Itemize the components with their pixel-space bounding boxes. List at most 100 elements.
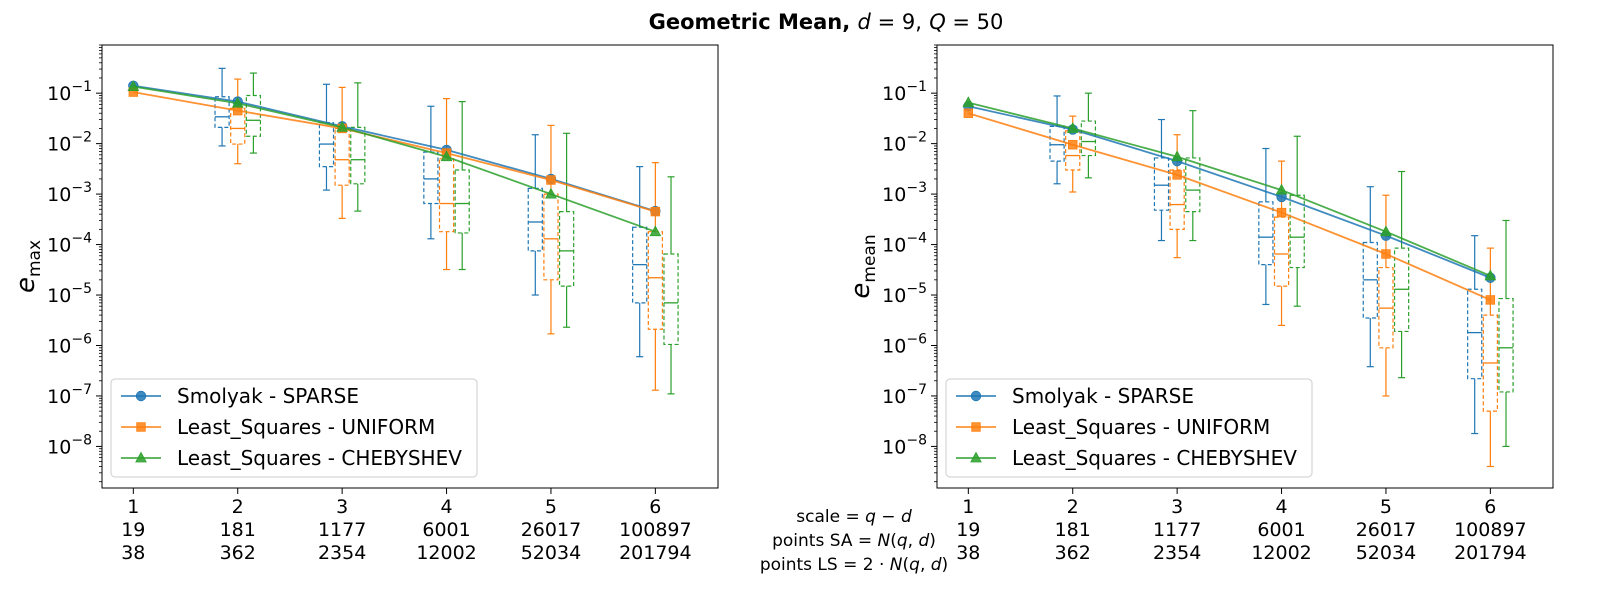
panel-emax: 10−810−710−610−510−410−310−210−111938218… bbox=[11, 44, 719, 564]
boxplot bbox=[318, 83, 335, 191]
boxplot bbox=[1258, 147, 1274, 306]
y-tick-label: 10−1 bbox=[882, 79, 927, 105]
x-tick-label-points-sa: 181 bbox=[1055, 519, 1091, 541]
x-tick-label-points-sa: 181 bbox=[220, 519, 256, 541]
box-iqr bbox=[350, 126, 366, 185]
series-line bbox=[968, 112, 1491, 301]
data-point bbox=[545, 187, 557, 199]
y-tick-exponent: −5 bbox=[906, 281, 927, 297]
x-tick-label-points-sa: 26017 bbox=[521, 519, 581, 541]
boxplot bbox=[214, 67, 230, 147]
x-tick-label-points-sa: 26017 bbox=[1356, 519, 1416, 541]
title-val-d: = 9, bbox=[871, 10, 922, 34]
y-tick-exponent: −8 bbox=[71, 432, 92, 448]
series-line bbox=[968, 101, 1491, 277]
boxplot bbox=[1185, 110, 1201, 242]
y-tick-label: 10−7 bbox=[882, 382, 927, 408]
box-iqr bbox=[543, 193, 559, 281]
x-tick-label-scale: 5 bbox=[545, 496, 557, 518]
boxplot bbox=[647, 162, 664, 391]
data-point bbox=[1066, 122, 1079, 133]
points-sa-formula: points SA = N(q, d) bbox=[772, 531, 936, 551]
box-iqr bbox=[334, 127, 350, 186]
boxplot bbox=[1289, 135, 1305, 307]
box-iqr bbox=[1289, 194, 1305, 269]
y-tick-base: 10 bbox=[47, 285, 71, 307]
x-tick-label-scale: 3 bbox=[1171, 496, 1183, 518]
legend-marker bbox=[970, 390, 982, 402]
legend-marker bbox=[136, 422, 146, 432]
legend-box bbox=[945, 378, 1313, 478]
legend-label: Least_Squares - CHEBYSHEV bbox=[1012, 446, 1297, 470]
box-iqr bbox=[1065, 130, 1081, 171]
box-iqr bbox=[1169, 169, 1185, 230]
y-tick-exponent: −4 bbox=[71, 231, 92, 247]
y-tick-label: 10−4 bbox=[882, 231, 927, 257]
x-tick-label-scale: 1 bbox=[962, 496, 974, 518]
x-tick-label-scale: 1 bbox=[127, 496, 139, 518]
x-tick-label-scale: 2 bbox=[1067, 496, 1079, 518]
series-line bbox=[133, 84, 656, 212]
y-tick-base: 10 bbox=[47, 386, 71, 408]
boxplot bbox=[454, 101, 470, 271]
x-tick-label-scale: 4 bbox=[440, 496, 452, 518]
box-iqr bbox=[214, 96, 230, 128]
boxplot bbox=[1393, 170, 1410, 379]
x-tick-label-points-ls: 52034 bbox=[521, 542, 581, 564]
x-tick-label-scale: 6 bbox=[649, 496, 661, 518]
box-iqr bbox=[558, 210, 575, 287]
y-tick-exponent: −7 bbox=[71, 382, 92, 398]
legend-item: Least_Squares - CHEBYSHEV bbox=[956, 446, 1297, 470]
y-tick-exponent: −1 bbox=[71, 79, 92, 95]
y-tick-exponent: −4 bbox=[906, 231, 927, 247]
y-tick-exponent: −6 bbox=[71, 331, 92, 347]
box-iqr bbox=[438, 158, 455, 233]
points-ls-formula: points LS = 2 · N(q, d) bbox=[760, 555, 948, 575]
x-tick-label-points-sa: 1177 bbox=[1153, 519, 1201, 541]
data-point bbox=[962, 96, 975, 107]
data-point bbox=[546, 175, 556, 185]
box-iqr bbox=[1467, 288, 1483, 380]
legend-item: Least_Squares - CHEBYSHEV bbox=[121, 446, 462, 470]
x-tick-label-scale: 4 bbox=[1275, 496, 1287, 518]
legend-box bbox=[110, 378, 478, 478]
x-tick-label-points-sa: 100897 bbox=[619, 519, 692, 541]
box-iqr bbox=[1258, 201, 1274, 266]
y-tick-exponent: −1 bbox=[906, 79, 927, 95]
legend-item: Least_Squares - UNIFORM bbox=[956, 415, 1270, 439]
legend-marker bbox=[971, 422, 981, 432]
series-line bbox=[133, 91, 656, 213]
boxplot bbox=[350, 82, 366, 212]
box-iqr bbox=[527, 187, 543, 252]
y-axis-label-subscript: max bbox=[25, 240, 45, 277]
box-iqr bbox=[454, 169, 470, 234]
y-tick-label: 10−2 bbox=[47, 130, 92, 156]
x-tick-label-points-ls: 362 bbox=[1055, 542, 1091, 564]
legend-label: Least_Squares - UNIFORM bbox=[177, 415, 435, 439]
boxplot bbox=[423, 105, 439, 240]
y-tick-base: 10 bbox=[882, 134, 906, 156]
box-iqr bbox=[1185, 157, 1201, 213]
y-tick-base: 10 bbox=[47, 335, 71, 357]
y-tick-exponent: −6 bbox=[906, 331, 927, 347]
y-axis-label-symbol: e bbox=[846, 283, 876, 299]
y-tick-exponent: −8 bbox=[906, 432, 927, 448]
x-tick-label-scale: 3 bbox=[336, 496, 348, 518]
data-point bbox=[440, 150, 453, 162]
data-point bbox=[1484, 269, 1497, 281]
box-iqr bbox=[245, 94, 262, 137]
data-point bbox=[231, 96, 244, 108]
box-iqr bbox=[663, 253, 679, 346]
y-tick-label: 10−3 bbox=[47, 180, 92, 206]
y-tick-base: 10 bbox=[882, 386, 906, 408]
legend-label: Smolyak - SPARSE bbox=[177, 384, 359, 408]
x-tick-label-points-ls: 2354 bbox=[1153, 542, 1201, 564]
y-tick-label: 10−7 bbox=[47, 382, 92, 408]
legend-marker bbox=[135, 451, 147, 463]
data-point bbox=[1275, 183, 1288, 195]
box-iqr bbox=[1498, 297, 1514, 393]
data-point bbox=[1380, 225, 1392, 237]
data-point bbox=[127, 80, 140, 91]
y-tick-exponent: −3 bbox=[906, 180, 927, 196]
legend-item: Smolyak - SPARSE bbox=[956, 384, 1194, 408]
